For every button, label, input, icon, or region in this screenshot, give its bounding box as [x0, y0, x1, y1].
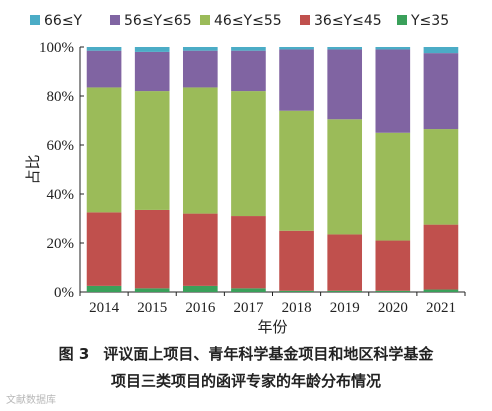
bar-segment [134, 91, 170, 210]
bar-segment [86, 212, 122, 286]
bar-segment [327, 234, 363, 291]
legend: 66≤Y 56≤Y≤65 46≤Y≤55 36≤Y≤45 Y≤35 [30, 13, 449, 29]
legend-swatch [110, 15, 120, 25]
legend-label: 36≤Y≤45 [314, 13, 382, 29]
legend-label: 66≤Y [44, 13, 83, 29]
bar-segment [182, 47, 218, 51]
y-tick-label: 80% [47, 89, 75, 105]
bar-segment [134, 209, 170, 289]
bar-segment [375, 49, 411, 133]
bar-segment [182, 285, 218, 292]
bar-segment [231, 50, 266, 92]
figure-label: 图 3 [58, 345, 90, 363]
bar-segment [182, 87, 218, 214]
caption-text-2: 项目三类项目的函评专家的年龄分布情况 [110, 372, 381, 390]
x-axis-label: 年份 [257, 318, 287, 336]
bar-segment [327, 47, 363, 50]
bar-segment [279, 47, 314, 50]
figure-caption-line-1: 图 3 评议面上项目、青年科学基金项目和地区科学基金 [0, 343, 492, 364]
bar-segment [86, 50, 122, 88]
x-tick-label: 2018 [282, 300, 312, 316]
bar-segment [327, 49, 363, 120]
bar-segment [231, 288, 266, 292]
bar-segment [327, 119, 363, 235]
x-tick-label: 2015 [137, 300, 167, 316]
bar-segment [423, 129, 459, 225]
watermark-text: 文献数据库 [6, 395, 56, 406]
bar-segment [279, 110, 314, 231]
bar-segment [423, 47, 459, 54]
bar-segment [375, 240, 411, 291]
bar-segment [86, 87, 122, 213]
bar-segment [423, 289, 459, 292]
figure-caption-line-2: 项目三类项目的函评专家的年龄分布情况 [0, 370, 492, 391]
bar-segment [423, 224, 459, 290]
x-tick-label: 2019 [330, 300, 360, 316]
bar-segment [134, 288, 170, 292]
bar-segment [327, 290, 363, 292]
legend-swatch [397, 15, 407, 25]
caption-text-1: 评议面上项目、青年科学基金项目和地区科学基金 [103, 345, 434, 363]
y-axis-title: 占比 [24, 154, 42, 184]
y-axis-label: 占比 [24, 154, 42, 184]
bar-segment [231, 216, 266, 289]
x-tick-label: 2017 [233, 300, 264, 316]
bar-segment [231, 91, 266, 217]
ticks: 0% 20% 40% 60% 80% 100% 2014 2015 2016 2017 2018 20… [39, 40, 466, 316]
x-tick-label: 2016 [185, 300, 216, 316]
bar-segment [279, 290, 314, 292]
legend-swatch [30, 15, 40, 25]
legend-swatch [200, 15, 210, 25]
legend-label: 56≤Y≤65 [124, 13, 192, 29]
legend-label: Y≤35 [410, 13, 449, 29]
bar-segment [279, 49, 314, 111]
bar-segment [375, 290, 411, 292]
bar-segment [182, 213, 218, 286]
y-tick-label: 60% [47, 138, 75, 154]
x-tick-label: 2020 [378, 300, 408, 316]
x-tick-label: 2021 [426, 300, 456, 316]
bar-segment [86, 47, 122, 51]
legend-swatch [300, 15, 310, 25]
bars [86, 47, 459, 292]
watermark: 文献数据库 [6, 391, 56, 406]
y-tick-label: 20% [47, 236, 75, 252]
bar-segment [375, 47, 411, 50]
bar-segment [423, 53, 459, 130]
bar-segment [182, 50, 218, 88]
x-tick-label: 2014 [89, 300, 120, 316]
bar-segment [134, 51, 170, 92]
bar-segment [231, 47, 266, 51]
y-tick-label: 40% [47, 187, 75, 203]
bar-segment [86, 285, 122, 292]
bar-segment [279, 230, 314, 291]
bar-segment [134, 47, 170, 52]
y-tick-label: 0% [54, 285, 74, 301]
y-tick-label: 100% [39, 40, 74, 56]
legend-label: 46≤Y≤55 [214, 13, 282, 29]
bar-segment [375, 132, 411, 241]
